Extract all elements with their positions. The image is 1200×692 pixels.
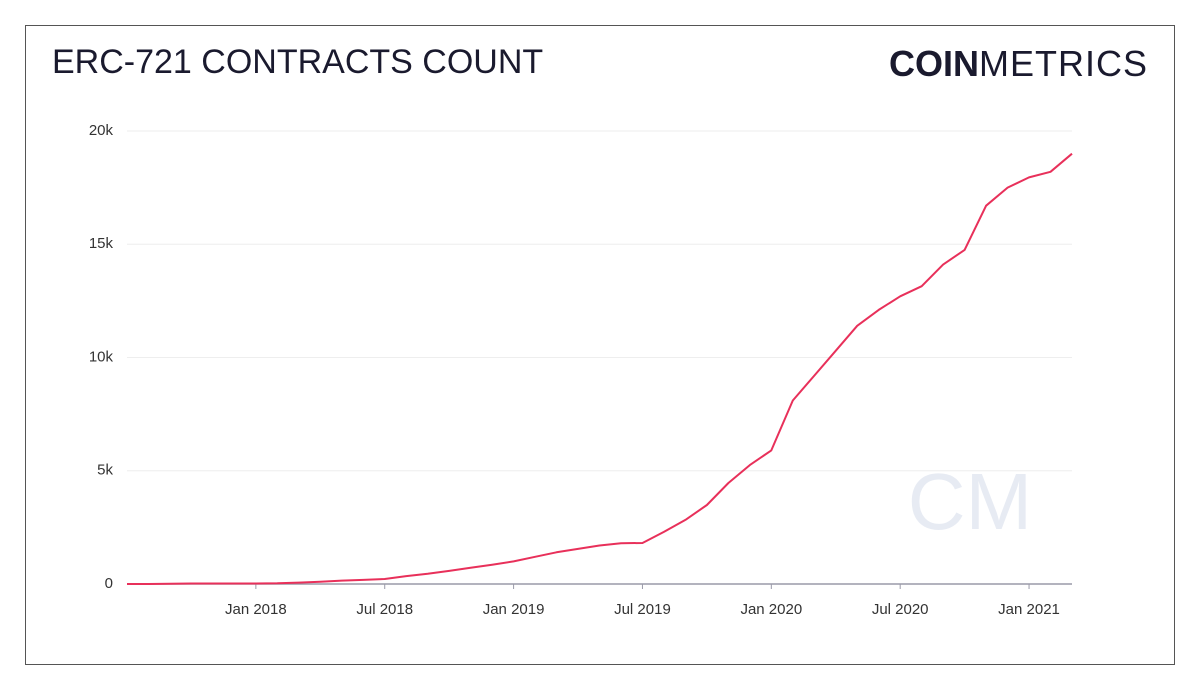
watermark: CM bbox=[908, 457, 1032, 546]
y-tick-label: 5k bbox=[97, 462, 113, 479]
line-series bbox=[127, 152, 1073, 585]
logo: COINMETRICS bbox=[889, 43, 1148, 84]
y-tick-label: 20k bbox=[89, 122, 114, 139]
chart-title: ERC-721 CONTRACTS COUNT bbox=[52, 43, 543, 81]
x-tick-label: Jul 2019 bbox=[614, 601, 671, 618]
logo-light: METRICS bbox=[979, 43, 1148, 84]
frame bbox=[25, 25, 1175, 665]
y-tick-label: 10k bbox=[89, 348, 114, 365]
y-tick-label: 15k bbox=[89, 235, 114, 252]
x-tick-label: Jul 2020 bbox=[872, 601, 929, 618]
x-tick-label: Jan 2019 bbox=[483, 601, 545, 618]
logo-bold: COIN bbox=[889, 43, 979, 84]
x-tick-label: Jan 2018 bbox=[225, 601, 287, 618]
x-tick-label: Jan 2020 bbox=[740, 601, 802, 618]
y-tick-label: 0 bbox=[105, 575, 113, 592]
x-tick-label: Jul 2018 bbox=[356, 601, 413, 618]
x-tick-label: Jan 2021 bbox=[998, 601, 1060, 618]
